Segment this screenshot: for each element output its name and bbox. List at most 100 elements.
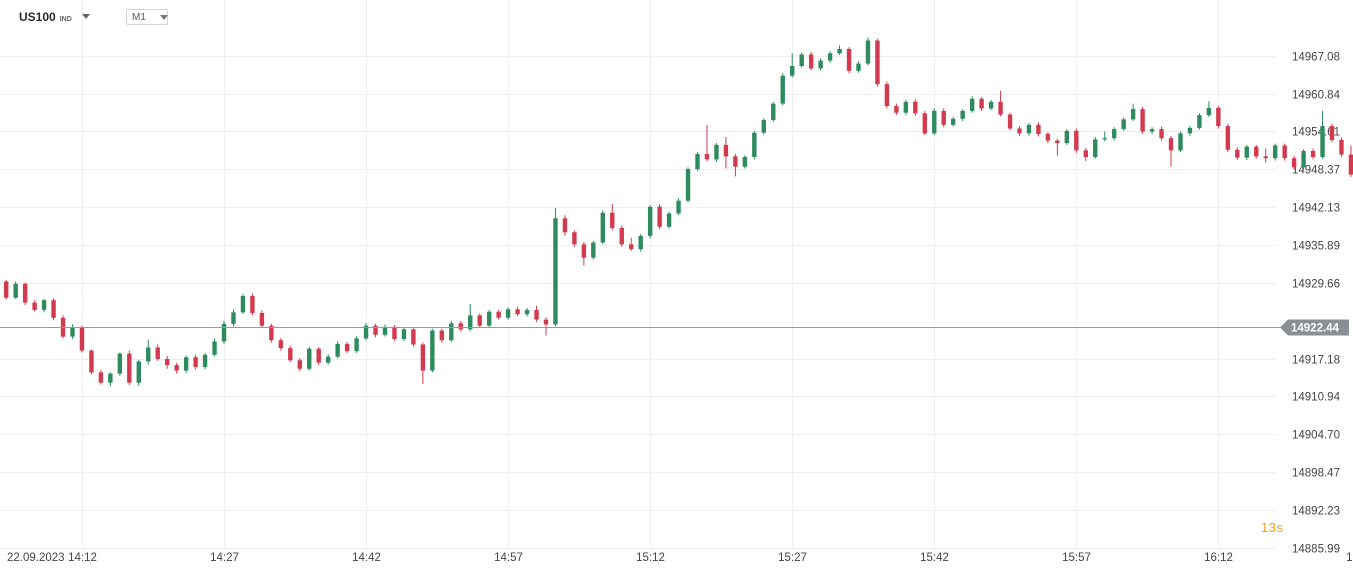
y-tick-label: 14967.08 — [1292, 52, 1340, 64]
candle-body — [894, 106, 899, 113]
candle — [1140, 106, 1145, 134]
candle-body — [1310, 150, 1316, 158]
candle-body — [108, 373, 113, 383]
candle-body — [799, 54, 804, 66]
candle-body — [979, 98, 984, 109]
candle — [401, 327, 407, 341]
x-tick-label: 14:57 — [494, 552, 523, 564]
candle-body — [1301, 150, 1306, 168]
candle-body — [316, 348, 321, 363]
candle-body — [1263, 156, 1268, 159]
candle-body — [856, 63, 861, 71]
candle-body — [515, 309, 520, 315]
timeframe-selector[interactable]: M1 — [126, 9, 168, 25]
candle — [1225, 123, 1231, 153]
candle — [1045, 132, 1051, 144]
candle — [307, 346, 312, 371]
candle — [960, 109, 965, 122]
candle — [638, 234, 643, 252]
candle-body — [174, 365, 179, 371]
candle — [259, 310, 265, 328]
candle-body — [193, 357, 198, 367]
candle — [524, 308, 530, 317]
candle — [325, 354, 331, 365]
candle — [449, 320, 454, 343]
candle-body — [1045, 133, 1051, 141]
candle-body — [790, 65, 795, 76]
candle — [1017, 126, 1022, 136]
candle — [969, 96, 975, 113]
candle — [704, 124, 710, 162]
candle — [335, 341, 340, 359]
candle — [278, 337, 284, 351]
candle-body — [505, 309, 511, 318]
candle — [1083, 147, 1088, 162]
candle — [32, 300, 37, 312]
chevron-down-icon[interactable] — [81, 14, 90, 19]
candle — [1168, 135, 1174, 167]
candle-body — [70, 326, 75, 337]
candle — [629, 237, 634, 252]
candle — [647, 204, 653, 239]
y-tick-label: 14929.66 — [1292, 279, 1340, 291]
candle-body — [1093, 139, 1098, 158]
symbol-selector[interactable]: US100 IND — [19, 10, 90, 24]
x-tick-label: 15:27 — [778, 552, 807, 564]
candle-body — [1187, 127, 1193, 134]
candle — [1263, 148, 1268, 163]
candle — [827, 51, 833, 63]
candle-body — [458, 323, 463, 330]
candle — [1339, 137, 1344, 158]
candle-body — [477, 315, 482, 326]
candle-body — [1055, 140, 1060, 144]
candle — [127, 350, 132, 386]
candle — [979, 96, 984, 111]
x-axis: 22.09.2023 14:12 14:27 14:42 14:57 15:12 15:2… — [7, 552, 1353, 564]
y-tick-label: 14942.13 — [1292, 203, 1340, 215]
candle — [477, 313, 482, 328]
candle-body — [1178, 133, 1183, 151]
x-tick-label: 14:42 — [352, 552, 381, 564]
candle-body — [297, 360, 302, 369]
y-tick-label: 14917.18 — [1292, 355, 1340, 367]
candle — [534, 305, 539, 323]
candle-body — [1206, 107, 1212, 116]
x-tick-label: 15:12 — [636, 552, 665, 564]
candle-body — [676, 200, 681, 214]
candle — [752, 130, 757, 160]
candle-body — [553, 218, 558, 325]
candle — [941, 108, 946, 128]
candle — [41, 298, 47, 313]
candle — [676, 198, 681, 216]
candle — [998, 90, 1003, 117]
candle-body — [657, 206, 662, 227]
candle-body — [373, 325, 378, 335]
candle-body — [4, 281, 9, 298]
chevron-down-icon[interactable] — [159, 14, 168, 20]
candle-body — [808, 54, 814, 69]
candle-body — [572, 232, 577, 245]
candle-body — [136, 361, 141, 383]
candle — [1206, 101, 1212, 117]
x-tick-label: 15:57 — [1062, 552, 1091, 564]
candle-body — [98, 372, 104, 383]
y-tick-label: 14898.47 — [1292, 468, 1340, 480]
candle — [60, 315, 66, 339]
candle — [1254, 144, 1259, 159]
candle-body — [903, 101, 909, 113]
candle — [1235, 147, 1240, 161]
candle-body — [496, 311, 501, 318]
candle — [430, 328, 435, 373]
candle-body — [1320, 126, 1325, 158]
candle-body — [127, 353, 132, 383]
candle-body — [543, 319, 549, 325]
candle-body — [638, 235, 643, 250]
candle-body — [1272, 145, 1278, 159]
candles — [4, 37, 1353, 387]
candle-countdown: 13s — [1261, 520, 1284, 535]
candle-body — [1254, 146, 1259, 157]
candle — [458, 320, 463, 332]
candle-body — [1339, 140, 1344, 155]
candle-body — [13, 283, 18, 298]
